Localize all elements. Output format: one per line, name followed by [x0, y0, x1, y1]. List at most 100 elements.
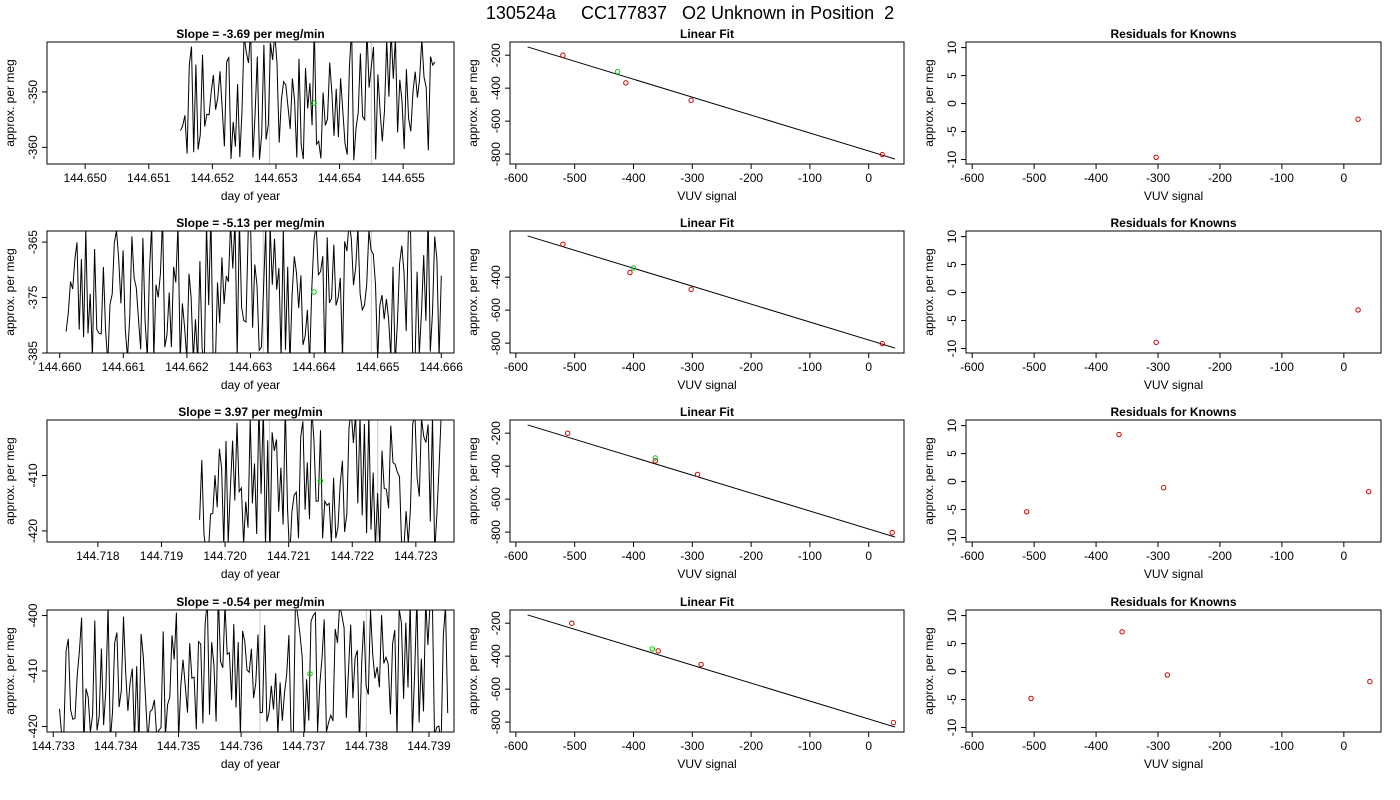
- plot-frame: [965, 41, 1382, 165]
- y-tick-label: 0: [945, 478, 959, 485]
- y-tick-label: -800: [489, 331, 503, 355]
- x-tick-label: 144.665: [356, 360, 400, 374]
- x-tick-label: -300: [1146, 739, 1170, 753]
- panel-r1-c0: Slope = -5.13 per meg/min day of year appr…: [3, 216, 464, 392]
- x-tick-label: -600: [960, 739, 984, 753]
- y-tick-label: 0: [945, 100, 959, 107]
- known-point: [879, 340, 885, 347]
- y-tick-label: -385: [26, 341, 40, 365]
- known-point: [1160, 485, 1167, 491]
- known-point: [698, 661, 704, 668]
- y-tick-label: -10: [945, 719, 959, 737]
- plot-frame: [965, 419, 1382, 543]
- x-tick-label: 144.661: [102, 360, 146, 374]
- panel-title: Slope = -3.69 per meg/min: [176, 27, 324, 41]
- x-tick-label: 144.650: [63, 171, 107, 185]
- x-tick-label: -500: [1022, 549, 1046, 563]
- y-tick-label: -410: [26, 659, 40, 683]
- signal-trace: [59, 610, 449, 732]
- plot-frame: [46, 41, 455, 165]
- x-axis-label: VUV signal: [677, 189, 736, 203]
- unknown-point: [630, 265, 637, 271]
- y-axis-label: approx. per meg: [3, 59, 17, 146]
- x-tick-label: 0: [1340, 739, 1347, 753]
- y-tick-label: -365: [26, 230, 40, 254]
- y-tick-label: -410: [26, 463, 40, 487]
- x-tick-label: 0: [1340, 549, 1347, 563]
- panels: Slope = -3.69 per meg/min day of year appr…: [3, 27, 1382, 771]
- x-tick-label: 144.652: [191, 171, 235, 185]
- x-tick-label: 0: [1340, 360, 1347, 374]
- plot-frame: [965, 609, 1382, 733]
- x-tick-label: 144.733: [32, 739, 76, 753]
- x-axis-label: VUV signal: [1144, 567, 1203, 581]
- y-tick-label: 0: [945, 289, 959, 296]
- plot-area: [180, 42, 436, 164]
- y-tick-label: -600: [489, 298, 503, 322]
- x-tick-label: 144.737: [282, 739, 326, 753]
- known-point: [1355, 307, 1361, 313]
- x-tick-label: -100: [1270, 360, 1294, 374]
- x-axis-label: day of year: [221, 757, 280, 771]
- unknown-point: [652, 455, 658, 461]
- x-tick-label: -200: [739, 171, 763, 185]
- y-tick-label: -200: [489, 421, 503, 445]
- x-tick-label: 0: [865, 549, 872, 563]
- x-tick-label: -400: [1084, 171, 1108, 185]
- y-tick-label: -200: [489, 611, 503, 635]
- x-tick-label: 144.738: [345, 739, 389, 753]
- x-tick-label: -500: [563, 360, 587, 374]
- x-tick-label: 144.722: [331, 549, 375, 563]
- x-tick-label: 144.666: [420, 360, 464, 374]
- x-axis-label: day of year: [221, 567, 280, 581]
- x-tick-label: -200: [1208, 739, 1232, 753]
- plot-area: [199, 420, 442, 542]
- x-tick-label: -300: [680, 360, 704, 374]
- y-tick-label: 5: [945, 261, 959, 268]
- y-axis-label: approx. per meg: [3, 627, 17, 714]
- x-tick-label: 144.723: [394, 549, 438, 563]
- y-tick-label: -800: [489, 520, 503, 544]
- x-tick-label: -400: [1084, 549, 1108, 563]
- y-tick-label: 0: [945, 668, 959, 675]
- x-tick-label: -500: [1022, 171, 1046, 185]
- x-axis-label: VUV signal: [1144, 378, 1203, 392]
- y-axis-label: approx. per meg: [3, 248, 17, 335]
- x-tick-label: -500: [1022, 360, 1046, 374]
- plot-area: [59, 610, 449, 732]
- x-tick-label: 144.660: [38, 360, 82, 374]
- y-tick-label: -10: [945, 340, 959, 358]
- panel-r3-c0: Slope = -0.54 per meg/min day of year appr…: [3, 595, 455, 771]
- panel-title: Linear Fit: [680, 27, 734, 41]
- x-tick-label: -500: [563, 739, 587, 753]
- x-tick-label: -100: [798, 739, 822, 753]
- x-tick-label: 144.720: [203, 549, 247, 563]
- unknown-point: [317, 478, 324, 484]
- y-tick-label: -800: [489, 710, 503, 734]
- x-axis-label: VUV signal: [677, 567, 736, 581]
- known-point: [1367, 678, 1373, 685]
- y-tick-label: -400: [26, 603, 40, 627]
- panel-title: Linear Fit: [680, 405, 734, 419]
- x-tick-label: -200: [1208, 549, 1232, 563]
- y-tick-label: -400: [489, 644, 503, 668]
- panel-title: Residuals for Knowns: [1110, 405, 1236, 419]
- unknown-point: [307, 671, 313, 677]
- known-point: [1024, 509, 1030, 515]
- x-axis-label: day of year: [221, 378, 280, 392]
- x-tick-label: 144.739: [407, 739, 451, 753]
- plot-area: [527, 235, 896, 349]
- y-tick-label: -600: [489, 677, 503, 701]
- plot-area: [1153, 116, 1361, 160]
- y-tick-label: 10: [945, 41, 959, 55]
- x-tick-label: -300: [1146, 360, 1170, 374]
- y-tick-label: 10: [945, 419, 959, 433]
- x-tick-label: 144.664: [292, 360, 336, 374]
- x-tick-label: -300: [680, 171, 704, 185]
- known-point: [623, 80, 629, 86]
- known-point: [890, 719, 897, 726]
- x-tick-label: 144.721: [267, 549, 311, 563]
- x-tick-label: 0: [865, 171, 872, 185]
